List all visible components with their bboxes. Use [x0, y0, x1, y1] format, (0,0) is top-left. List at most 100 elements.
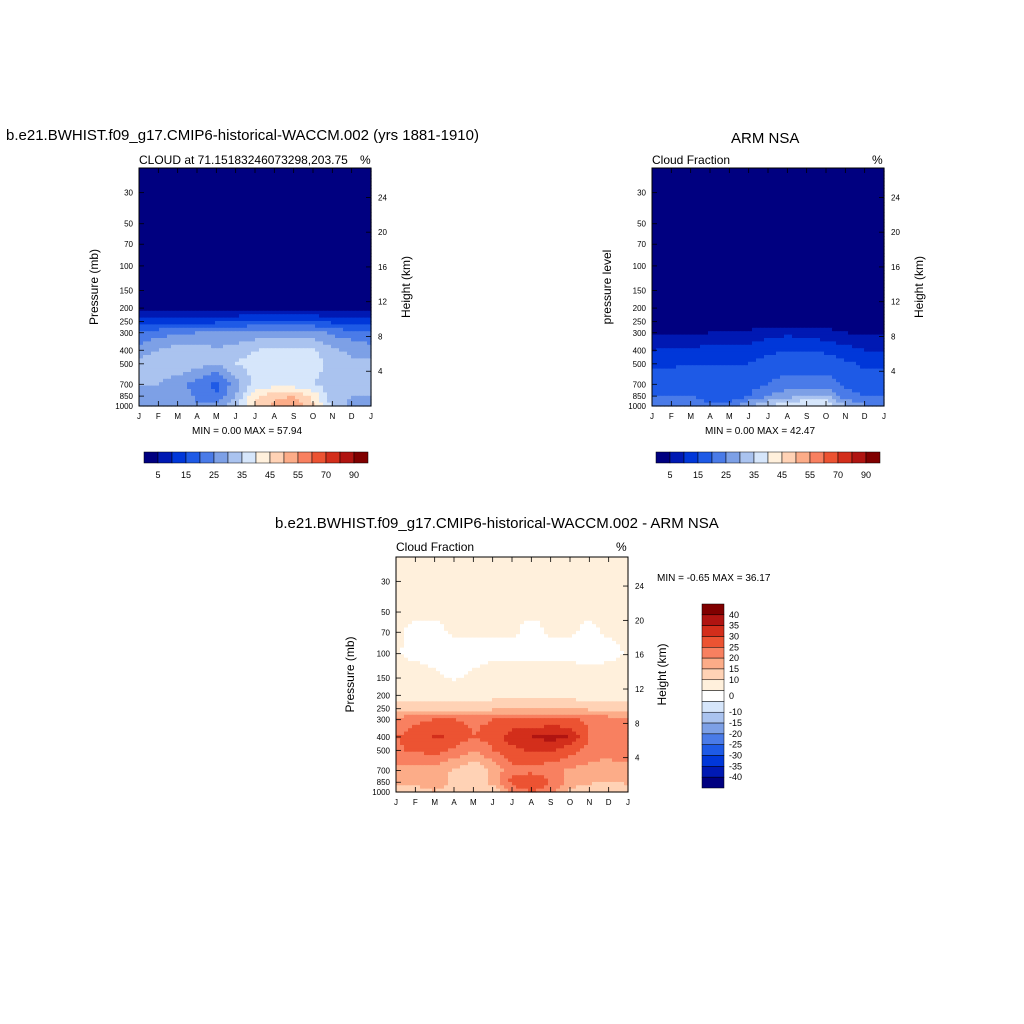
heatmap-cell — [796, 195, 801, 200]
heatmap-cell — [243, 287, 248, 291]
heatmap-cell — [664, 174, 669, 179]
heatmap-cell — [359, 198, 364, 203]
heatmap-cell — [239, 256, 244, 261]
heatmap-cell — [315, 263, 320, 268]
heatmap-cell — [155, 198, 160, 203]
heatmap-cell — [816, 168, 821, 172]
heatmap-cell — [243, 202, 248, 206]
heatmap-cell — [267, 188, 272, 193]
heatmap-cell — [688, 178, 693, 183]
heatmap-cell — [315, 256, 320, 261]
heatmap-cell — [163, 212, 168, 217]
heatmap-cell — [151, 174, 156, 179]
heatmap-cell — [347, 280, 352, 285]
heatmap-cell — [227, 256, 232, 261]
heatmap-cell — [748, 181, 753, 186]
heatmap-cell — [327, 355, 332, 359]
heatmap-cell — [231, 399, 236, 404]
heatmap-cell — [303, 372, 308, 376]
heatmap-cell — [195, 259, 200, 264]
heatmap-cell — [163, 338, 168, 342]
heatmap-cell — [203, 368, 208, 373]
heatmap-cell — [191, 266, 196, 271]
heatmap-cell — [219, 191, 224, 196]
heatmap-cell — [263, 389, 268, 393]
heatmap-cell — [331, 283, 336, 288]
heatmap-cell — [740, 212, 745, 217]
heatmap-cell — [299, 181, 304, 186]
heatmap-cell — [219, 270, 224, 274]
heatmap-cell — [327, 361, 332, 366]
heatmap-cell — [211, 266, 216, 271]
heatmap-cell — [279, 222, 284, 227]
heatmap-cell — [139, 331, 144, 336]
heatmap-cell — [275, 246, 280, 251]
heatmap-cell — [363, 266, 368, 271]
heatmap-cell — [824, 188, 829, 193]
heatmap-cell — [311, 185, 316, 189]
heatmap-cell — [876, 195, 881, 200]
heatmap-cell — [191, 222, 196, 227]
heatmap-cell — [199, 276, 204, 281]
heatmap-cell — [211, 202, 216, 206]
heatmap-cell — [808, 185, 813, 189]
heatmap-cell — [199, 355, 204, 359]
heatmap-cell — [331, 181, 336, 186]
heatmap-cell — [852, 202, 857, 206]
heatmap-cell — [255, 181, 260, 186]
heatmap-cell — [247, 171, 252, 176]
heatmap-cell — [355, 344, 360, 349]
heatmap-cell — [267, 219, 272, 223]
heatmap-cell — [728, 168, 733, 172]
heatmap-cell — [291, 331, 296, 336]
heatmap-cell — [323, 334, 328, 339]
heatmap-cell — [347, 365, 352, 370]
heatmap-cell — [824, 195, 829, 200]
heatmap-cell — [315, 341, 320, 346]
heatmap-cell — [860, 202, 865, 206]
heatmap-cell — [259, 229, 264, 234]
heatmap-cell — [243, 392, 248, 397]
heatmap-cell — [183, 293, 188, 298]
heatmap-cell — [315, 297, 320, 302]
heatmap-cell — [319, 355, 324, 359]
heatmap-cell — [668, 208, 673, 213]
heatmap-cell — [203, 361, 208, 366]
heatmap-cell — [327, 310, 332, 315]
heatmap-cell — [167, 321, 172, 325]
heatmap-cell — [223, 399, 228, 404]
heatmap-cell — [347, 219, 352, 223]
heatmap-cell — [323, 402, 328, 407]
heatmap-cell — [187, 188, 192, 193]
heatmap-cell — [203, 392, 208, 397]
heatmap-cell — [744, 174, 749, 179]
heatmap-cell — [207, 232, 212, 237]
heatmap-cell — [323, 395, 328, 400]
heatmap-cell — [343, 338, 348, 342]
heatmap-cell — [287, 372, 292, 376]
heatmap-cell — [167, 198, 172, 203]
heatmap-cell — [231, 168, 236, 172]
heatmap-cell — [179, 395, 184, 400]
heatmap-cell — [211, 198, 216, 203]
heatmap-cell — [211, 375, 216, 380]
heatmap-cell — [339, 225, 344, 230]
heatmap-cell — [195, 334, 200, 339]
heatmap-cell — [243, 208, 248, 213]
heatmap-cell — [295, 399, 300, 404]
heatmap-cell — [143, 249, 148, 254]
heatmap-cell — [227, 212, 232, 217]
heatmap-cell — [275, 259, 280, 264]
heatmap-cell — [319, 283, 324, 288]
heatmap-cell — [295, 351, 300, 356]
heatmap-cell — [339, 334, 344, 339]
heatmap-cell — [848, 185, 853, 189]
heatmap-cell — [836, 205, 841, 210]
heatmap-cell — [247, 236, 252, 240]
heatmap-cell — [327, 368, 332, 373]
heatmap-cell — [299, 317, 304, 322]
heatmap-cell — [303, 314, 308, 319]
heatmap-cell — [311, 300, 316, 305]
heatmap-cell — [311, 232, 316, 237]
heatmap-cell — [351, 263, 356, 268]
